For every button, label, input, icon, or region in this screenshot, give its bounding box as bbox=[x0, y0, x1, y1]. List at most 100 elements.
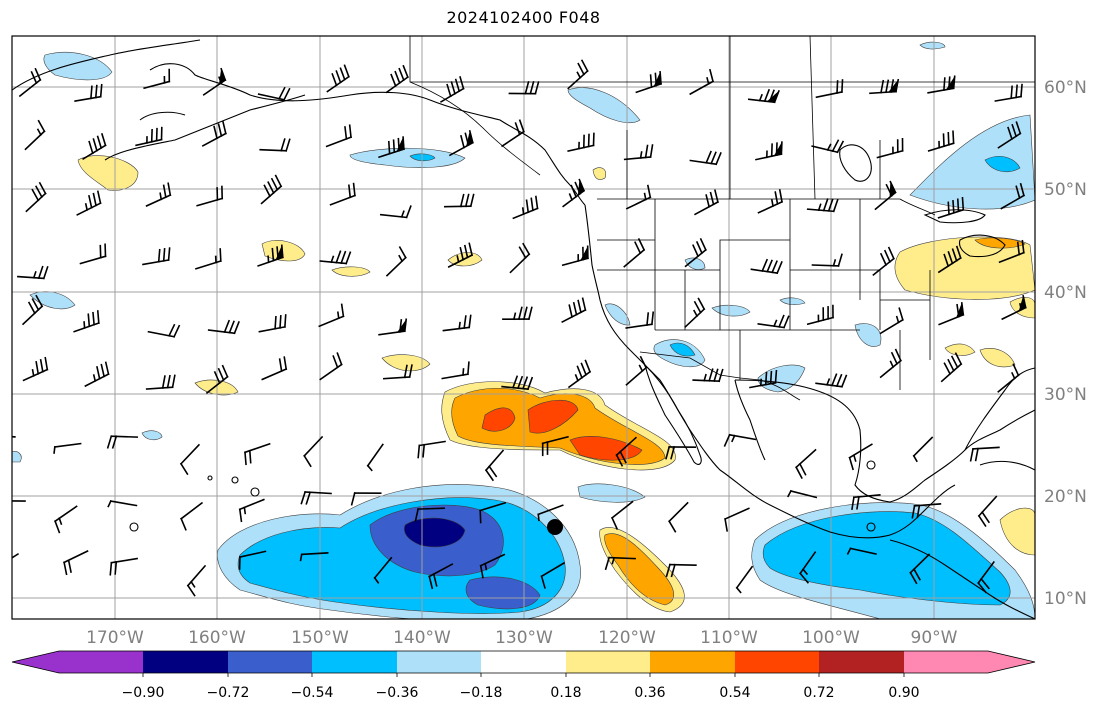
lon-label: 110°W bbox=[700, 628, 758, 648]
wind-barb bbox=[373, 556, 393, 584]
wind-barb bbox=[448, 130, 474, 157]
wind-barb bbox=[567, 359, 592, 389]
wind-barb bbox=[909, 553, 931, 585]
wind-barb bbox=[806, 198, 839, 213]
wind-barb bbox=[509, 242, 531, 274]
lon-label: 120°W bbox=[598, 628, 656, 648]
wind-barb bbox=[757, 189, 784, 214]
wind-barb bbox=[610, 500, 634, 530]
wind-barb bbox=[319, 250, 352, 265]
wind-barb bbox=[787, 489, 818, 499]
wind-barb bbox=[749, 369, 778, 389]
wind-barb bbox=[326, 64, 350, 93]
wind-barb bbox=[750, 258, 783, 275]
colorbar-segment bbox=[397, 651, 482, 673]
lon-label: 130°W bbox=[495, 628, 553, 648]
wind-barb bbox=[366, 443, 384, 472]
wind-barb bbox=[977, 495, 998, 528]
wind-barb bbox=[109, 557, 139, 576]
wind-barb bbox=[684, 237, 707, 268]
wind-barb bbox=[243, 442, 271, 466]
wind-barb bbox=[382, 364, 413, 380]
wind-barb bbox=[694, 189, 719, 216]
wind-barb bbox=[414, 507, 445, 522]
wind-barb bbox=[440, 76, 465, 103]
wind-barb bbox=[508, 81, 540, 95]
wind-barb bbox=[12, 500, 26, 502]
wind-barb bbox=[625, 311, 655, 329]
wind-barb bbox=[79, 243, 107, 265]
wind-barb bbox=[997, 363, 1020, 393]
wind-barb bbox=[635, 71, 663, 94]
wind-barb bbox=[179, 443, 201, 476]
wind-barb bbox=[723, 433, 757, 447]
longitude-labels: 170°W 160°W 150°W 140°W 130°W 120°W 110°… bbox=[86, 628, 958, 648]
wind-barb bbox=[318, 303, 345, 328]
political-borders bbox=[409, 36, 1035, 401]
colorbar-segment bbox=[228, 651, 313, 673]
wind-barb bbox=[874, 180, 897, 211]
lon-label: 160°W bbox=[188, 628, 246, 648]
wind-barb bbox=[512, 195, 539, 220]
wind-barb bbox=[501, 375, 534, 391]
wind-barb bbox=[540, 561, 566, 589]
lon-label: 100°W bbox=[802, 628, 860, 648]
wind-barb bbox=[811, 139, 845, 154]
wind-barb bbox=[938, 302, 965, 326]
colorbar-outline bbox=[11, 650, 1036, 674]
wind-barb bbox=[684, 297, 706, 329]
latitude-labels: 60°N 50°N 40°N 30°N 20°N 10°N bbox=[1044, 78, 1087, 609]
colorbar-labels: −0.90 −0.72 −0.54 −0.36 −0.18 0.18 0.36 … bbox=[122, 685, 920, 701]
colorbar-segment bbox=[735, 651, 820, 673]
negative-anomaly-region bbox=[669, 342, 696, 357]
wind-barb bbox=[107, 500, 138, 508]
colorbar-tick-label: 0.54 bbox=[719, 685, 750, 701]
wind-barb bbox=[692, 368, 724, 383]
colorbar-tick-label: −0.36 bbox=[376, 685, 419, 701]
positive-anomaly-region bbox=[604, 533, 675, 606]
wind-barb bbox=[106, 435, 139, 449]
wind-barbs bbox=[12, 59, 1027, 597]
wind-barb bbox=[259, 138, 291, 152]
positive-anomaly-region bbox=[77, 155, 139, 191]
wind-barb bbox=[447, 242, 474, 268]
wind-barb bbox=[25, 181, 47, 213]
colorbar-tick-label: 0.72 bbox=[803, 685, 834, 701]
wind-barb bbox=[441, 361, 470, 380]
wind-barb bbox=[135, 126, 163, 147]
colorbar-tick-label: 0.36 bbox=[634, 685, 665, 701]
wind-barb bbox=[811, 253, 843, 267]
lat-label: 50°N bbox=[1044, 180, 1087, 200]
wind-barb bbox=[969, 446, 1000, 462]
negative-anomaly-region bbox=[919, 41, 946, 50]
lon-label: 90°W bbox=[911, 628, 958, 648]
wind-barb bbox=[689, 150, 722, 166]
colorbar bbox=[11, 650, 1036, 677]
gridlines bbox=[12, 36, 1035, 619]
negative-anomaly-region bbox=[403, 517, 466, 548]
wind-barb bbox=[63, 550, 89, 576]
positive-anomaly-region bbox=[481, 399, 643, 461]
lon-label: 150°W bbox=[291, 628, 349, 648]
wind-barb bbox=[623, 144, 654, 161]
wind-barb bbox=[73, 310, 100, 333]
positive-anomaly-region bbox=[944, 343, 1016, 368]
colorbar-extension-low bbox=[12, 651, 59, 673]
negative-anomaly-region bbox=[12, 451, 22, 463]
wind-barb bbox=[668, 501, 689, 533]
wind-barb bbox=[186, 564, 207, 597]
wind-barb bbox=[567, 132, 595, 152]
wind-barb bbox=[74, 83, 103, 103]
wind-barb bbox=[443, 193, 475, 208]
wind-barb bbox=[806, 304, 834, 326]
wind-barb bbox=[17, 265, 49, 280]
wind-barb bbox=[927, 130, 955, 152]
negative-anomaly-region bbox=[762, 511, 1011, 606]
wind-barb bbox=[300, 490, 332, 505]
wind-barb bbox=[143, 68, 171, 90]
wind-barb bbox=[82, 133, 107, 160]
colorbar-segment bbox=[481, 651, 567, 673]
wind-barb bbox=[202, 67, 227, 96]
wind-barb bbox=[299, 552, 329, 562]
